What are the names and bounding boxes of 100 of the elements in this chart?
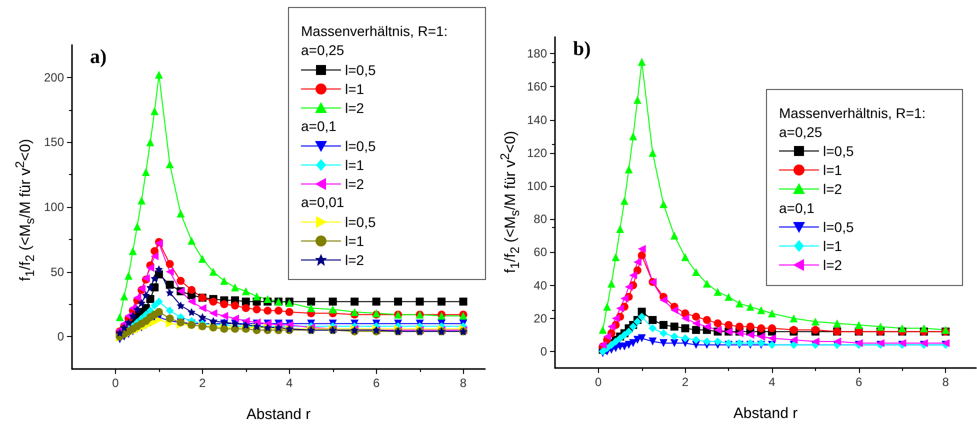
point [198, 304, 206, 312]
point [285, 308, 294, 316]
point [629, 132, 638, 140]
chart-title: a) [90, 46, 107, 68]
point [416, 298, 424, 306]
legend-label: l=0,5 [345, 138, 376, 154]
point [274, 306, 282, 315]
y-tick-label: 80 [534, 212, 548, 226]
point [670, 322, 678, 331]
point [648, 148, 657, 157]
y-tick-label: 180 [526, 46, 548, 61]
point [757, 332, 766, 341]
point [624, 328, 633, 336]
point [188, 298, 196, 306]
point [146, 138, 154, 146]
point [714, 338, 722, 346]
legend-label: l=1 [345, 80, 364, 96]
point [188, 286, 196, 294]
point [854, 320, 863, 329]
point [629, 271, 638, 280]
point [898, 324, 906, 332]
point [209, 268, 218, 276]
point [124, 272, 133, 280]
point [154, 265, 163, 274]
point [133, 305, 142, 314]
point [138, 298, 146, 307]
legend-label: l=1 [345, 156, 364, 172]
annotation: a=0,25 [779, 122, 824, 142]
point [603, 302, 612, 311]
point [638, 58, 646, 66]
point [372, 298, 380, 306]
point [603, 332, 612, 341]
point [142, 168, 150, 176]
point [616, 224, 624, 233]
point [620, 196, 628, 205]
point [660, 296, 668, 304]
point [146, 283, 154, 292]
point [692, 268, 700, 276]
point [220, 300, 228, 308]
point [692, 336, 700, 344]
point [150, 301, 159, 310]
point [242, 298, 250, 306]
point [209, 309, 218, 318]
point [166, 280, 174, 289]
point [252, 292, 261, 300]
x-tick-label: 2 [682, 375, 689, 389]
point [670, 232, 678, 240]
point [670, 332, 678, 341]
point [833, 338, 842, 346]
point [638, 244, 646, 253]
point [702, 338, 711, 346]
point [724, 320, 733, 329]
point [176, 276, 185, 285]
annotation: a=0,01 [301, 193, 346, 212]
point [616, 304, 624, 312]
point [768, 309, 776, 318]
y-tick-label: 200 [44, 70, 64, 84]
y-tick-label: 40 [534, 278, 548, 292]
point [166, 306, 174, 315]
point [598, 326, 607, 334]
point [124, 318, 133, 326]
x-tick-label: 8 [942, 375, 950, 389]
point [746, 302, 754, 311]
point [714, 319, 722, 328]
point [231, 302, 240, 310]
point [438, 298, 446, 306]
point [876, 322, 885, 331]
point [633, 96, 642, 104]
point [638, 251, 646, 260]
point [188, 236, 196, 245]
point [350, 298, 359, 306]
x-axis-title: Abstand r [246, 406, 311, 423]
point [128, 247, 137, 256]
point [166, 314, 174, 322]
point [307, 298, 316, 306]
x-tick-label: 4 [286, 376, 294, 390]
point [724, 292, 733, 301]
annotation: a=0,1 [779, 198, 816, 218]
point [660, 320, 668, 329]
point [757, 306, 766, 314]
legend-label: l=2 [823, 257, 842, 273]
annotation: a=0,1 [301, 117, 338, 136]
y-tick-label: 50 [50, 264, 64, 279]
point [920, 324, 928, 332]
point [116, 313, 124, 322]
point [176, 209, 185, 218]
x-tick-label: 6 [855, 375, 862, 389]
y-tick-label: 100 [44, 200, 64, 214]
point [735, 299, 744, 308]
point [138, 196, 146, 205]
point [120, 292, 128, 300]
point [150, 252, 159, 260]
point [307, 304, 316, 312]
x-tick-label: 8 [460, 376, 467, 390]
legend-label: l=1 [823, 238, 842, 254]
point [220, 312, 228, 320]
point [757, 324, 766, 332]
x-tick-label: 0 [112, 376, 120, 390]
x-tick-label: 6 [372, 376, 380, 390]
point [702, 280, 711, 288]
